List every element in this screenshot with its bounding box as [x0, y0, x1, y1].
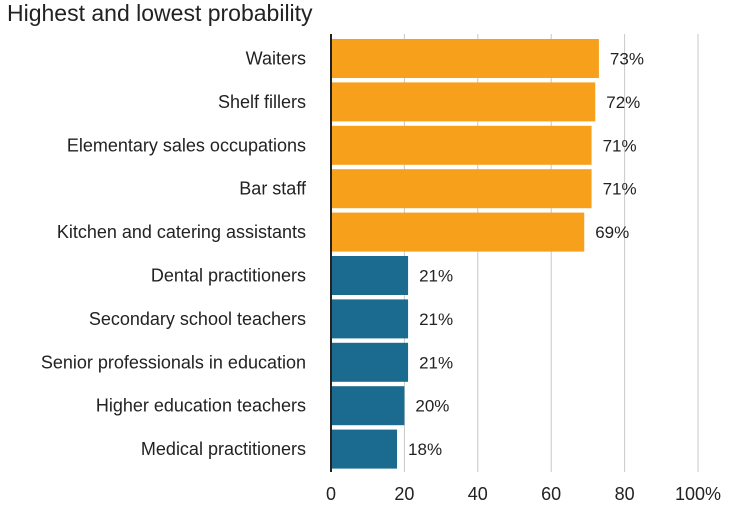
category-label-3: Bar staff — [239, 179, 307, 199]
bar-9 — [331, 429, 398, 469]
chart-title: Highest and lowest probability — [7, 0, 313, 26]
value-label-1: 72% — [606, 93, 640, 112]
x-tick-label-60: 60 — [541, 484, 561, 504]
bar-7 — [331, 342, 409, 382]
value-label-0: 73% — [610, 50, 644, 69]
category-label-9: Medical practitioners — [141, 439, 306, 459]
category-label-0: Waiters — [246, 49, 306, 69]
x-tick-label-0: 0 — [326, 484, 336, 504]
category-label-5: Dental practitioners — [151, 266, 306, 286]
value-label-7: 21% — [419, 353, 453, 372]
category-label-1: Shelf fillers — [218, 92, 306, 112]
bar-4 — [331, 212, 585, 252]
value-label-9: 18% — [408, 440, 442, 459]
value-label-2: 71% — [603, 136, 637, 155]
x-tick-label-100: 100% — [675, 484, 721, 504]
bar-2 — [331, 125, 592, 165]
x-tick-label-20: 20 — [394, 484, 414, 504]
category-label-2: Elementary sales occupations — [67, 135, 306, 155]
x-tick-label-40: 40 — [468, 484, 488, 504]
value-label-4: 69% — [595, 223, 629, 242]
bar-3 — [331, 169, 592, 209]
category-label-6: Secondary school teachers — [89, 309, 306, 329]
category-label-4: Kitchen and catering assistants — [57, 222, 306, 242]
category-label-7: Senior professionals in education — [41, 352, 306, 372]
value-label-6: 21% — [419, 310, 453, 329]
bar-8 — [331, 386, 405, 426]
category-label-8: Higher education teachers — [96, 396, 306, 416]
bar-0 — [331, 39, 599, 78]
bar-5 — [331, 256, 409, 295]
value-label-5: 21% — [419, 267, 453, 286]
value-label-8: 20% — [415, 397, 449, 416]
x-tick-label-80: 80 — [615, 484, 635, 504]
value-label-3: 71% — [603, 180, 637, 199]
bar-6 — [331, 299, 409, 339]
bar-1 — [331, 82, 596, 122]
